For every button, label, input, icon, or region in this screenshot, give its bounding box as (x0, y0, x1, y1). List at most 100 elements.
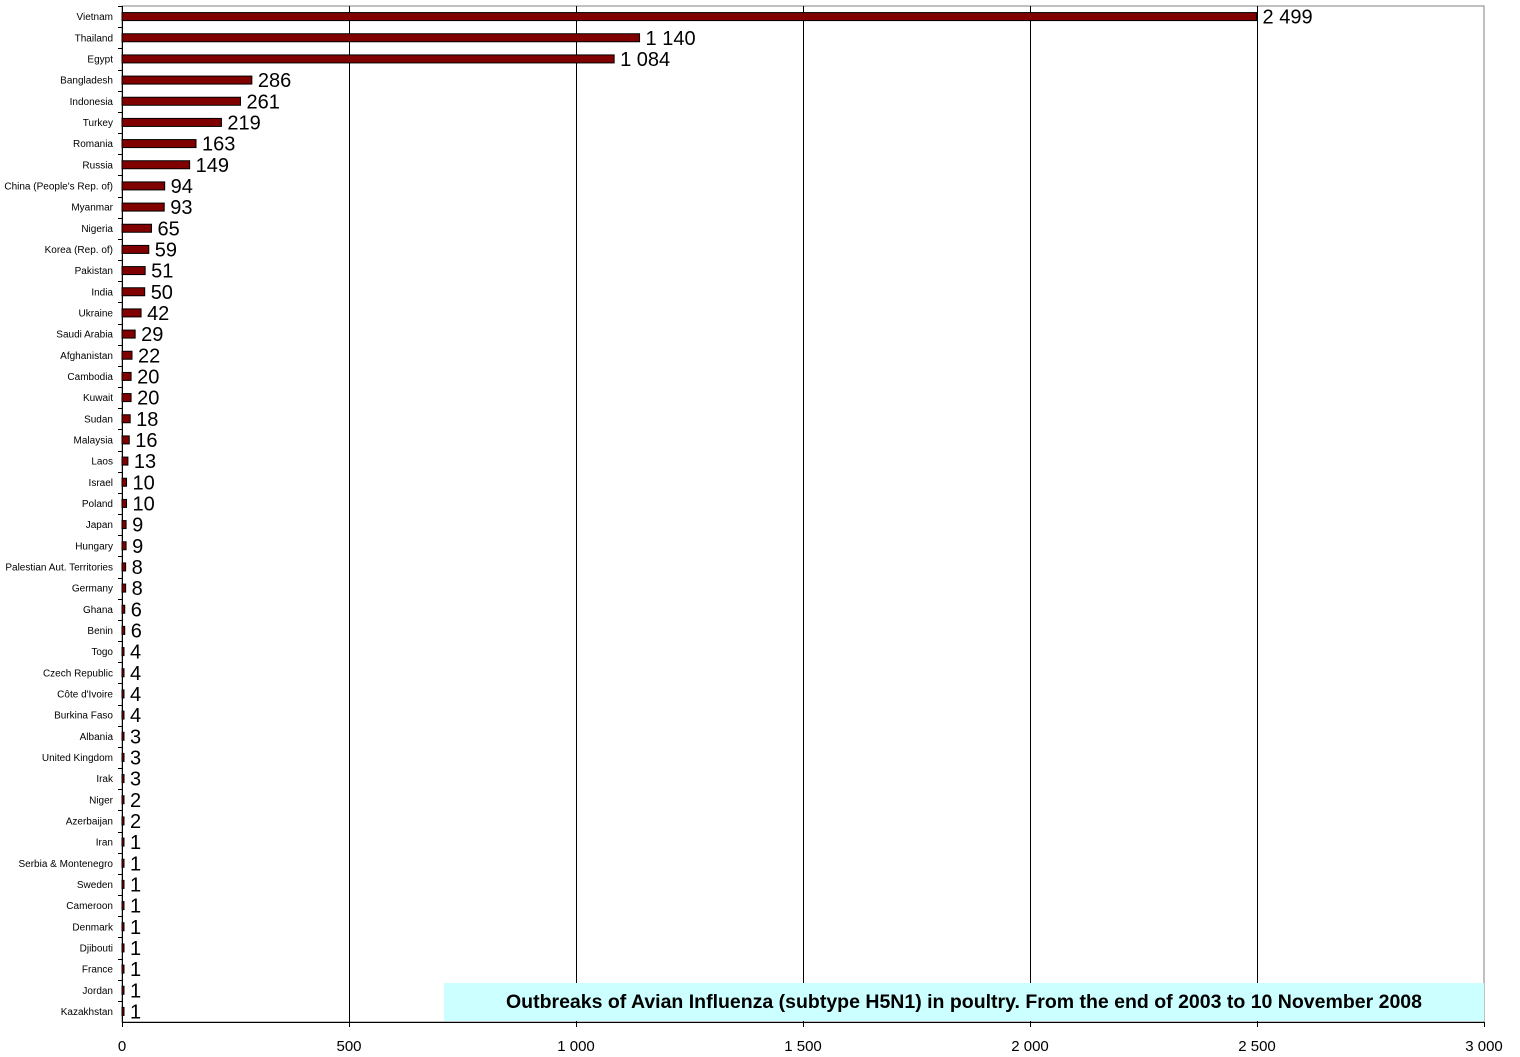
category-label: Indonesia (70, 97, 114, 108)
data-label: 8 (132, 557, 143, 579)
bar-israel (121, 477, 128, 487)
bar-czech-republic (121, 668, 125, 678)
bar-france (121, 964, 125, 974)
bar-nigeria (121, 223, 153, 233)
x-tick-label: 1 000 (557, 1038, 595, 1055)
data-label: 4 (130, 684, 141, 706)
category-label: Irak (96, 774, 114, 785)
category-label: India (91, 287, 113, 298)
category-label: Albania (80, 732, 114, 743)
bar-ukraine (121, 308, 142, 318)
category-label: Japan (86, 520, 113, 531)
category-label: Korea (Rep. of) (45, 245, 113, 256)
category-label: Palestian Aut. Territories (5, 562, 113, 573)
data-label: 1 (130, 832, 141, 854)
category-label: Poland (82, 499, 113, 510)
bar-serbia-montenegro (121, 858, 125, 868)
data-label: 20 (137, 388, 159, 410)
bar-denmark (121, 922, 125, 932)
category-label: Cambodia (67, 372, 113, 383)
category-label: Hungary (75, 541, 113, 552)
category-label: Djibouti (80, 943, 113, 954)
data-label: 50 (151, 282, 173, 304)
bar-turkey (121, 117, 222, 127)
category-label: Russia (82, 160, 113, 171)
bar-cambodia (121, 371, 132, 381)
data-label: 2 499 (1263, 7, 1313, 29)
category-label: Kazakhstan (61, 1007, 113, 1018)
category-label: Togo (91, 647, 113, 658)
x-tick-label: 1 500 (784, 1038, 822, 1055)
category-label: Jordan (82, 986, 113, 997)
data-label: 9 (132, 515, 143, 537)
data-label: 1 (130, 853, 141, 875)
data-label: 2 (130, 811, 141, 833)
bar-jordan (121, 985, 125, 995)
data-label: 16 (135, 430, 157, 452)
data-label: 13 (134, 451, 156, 473)
bar-india (121, 287, 146, 297)
category-label: Germany (72, 584, 113, 595)
bar-afghanistan (121, 350, 133, 360)
bar-laos (121, 456, 129, 466)
data-label: 10 (133, 472, 155, 494)
category-label: Iran (96, 838, 113, 849)
data-label: 286 (258, 70, 291, 92)
bar-romania (121, 139, 197, 149)
category-label: Côte d'Ivoire (57, 689, 113, 700)
category-label: Benin (87, 626, 113, 637)
category-label: United Kingdom (42, 753, 113, 764)
category-label: Turkey (83, 118, 113, 129)
bar-malaysia (121, 435, 130, 445)
data-label: 29 (141, 324, 163, 346)
category-label: Azerbaijan (66, 816, 113, 827)
bar-myanmar (121, 202, 165, 212)
data-label: 1 (130, 938, 141, 960)
x-tick-label: 500 (336, 1038, 361, 1055)
data-label: 1 (130, 874, 141, 896)
x-tick-label: 2 000 (1011, 1038, 1049, 1055)
category-label: Bangladesh (60, 76, 113, 87)
x-tick-label: 2 500 (1238, 1038, 1276, 1055)
bar-azerbaijan (121, 816, 125, 826)
category-label: Saudi Arabia (56, 330, 113, 341)
category-label: Vietnam (76, 12, 113, 23)
category-label: Niger (89, 795, 114, 806)
bar-c-te-d-ivoire (121, 689, 125, 699)
bar-cameroon (121, 901, 125, 911)
bar-pakistan (121, 266, 146, 276)
data-label: 3 (130, 726, 141, 748)
data-label: 3 (130, 769, 141, 791)
category-label: Malaysia (74, 435, 114, 446)
bar-vietnam (121, 12, 1258, 22)
category-label: Afghanistan (60, 351, 113, 362)
category-label: Cameroon (66, 901, 113, 912)
data-label: 4 (130, 663, 141, 685)
data-label: 6 (131, 620, 142, 642)
bar-benin (121, 625, 126, 635)
data-label: 9 (132, 536, 143, 558)
bar-bangladesh (121, 75, 253, 85)
data-label: 22 (138, 345, 160, 367)
data-label: 8 (132, 578, 143, 600)
category-label: Ghana (83, 605, 113, 616)
data-label: 149 (196, 155, 229, 177)
bar-kuwait (121, 393, 132, 403)
bar-russia (121, 160, 191, 170)
data-label: 59 (155, 239, 177, 261)
data-label: 4 (130, 705, 141, 727)
data-label: 94 (171, 176, 193, 198)
data-label: 4 (130, 642, 141, 664)
category-label: Sudan (84, 414, 113, 425)
data-label: 219 (227, 112, 260, 134)
x-tick-label: 0 (118, 1038, 126, 1055)
bar-korea-rep-of (121, 244, 150, 254)
bar-albania (121, 731, 125, 741)
data-label: 6 (131, 599, 142, 621)
bar-thailand (121, 33, 641, 43)
category-label: Sweden (77, 880, 113, 891)
bar-japan (121, 520, 127, 530)
category-label: Nigeria (81, 224, 113, 235)
bar-germany (121, 583, 127, 593)
